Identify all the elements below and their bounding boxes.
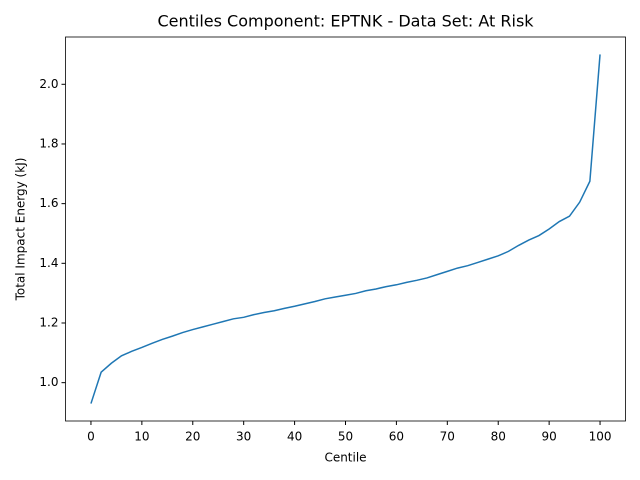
x-tick-label: 0	[87, 430, 95, 444]
x-tick-label: 80	[491, 430, 506, 444]
data-line	[90, 54, 601, 404]
y-tick-label: 2.0	[39, 77, 58, 91]
x-tick-label: 60	[389, 430, 404, 444]
y-tick-label: 1.8	[39, 136, 58, 150]
chart-title: Centiles Component: EPTNK - Data Set: At…	[157, 12, 534, 31]
y-tick-label: 1.6	[39, 196, 58, 210]
y-tick-label: 1.2	[39, 315, 58, 329]
x-tick-label: 50	[338, 430, 353, 444]
x-tick-label: 30	[236, 430, 251, 444]
x-tick-label: 40	[287, 430, 302, 444]
y-tick-label: 1.0	[39, 375, 58, 389]
x-tick-label: 100	[589, 430, 612, 444]
x-tick-label: 90	[541, 430, 556, 444]
y-tick-label: 1.4	[39, 256, 58, 270]
plot-frame	[65, 36, 626, 422]
x-tick-label: 10	[134, 430, 149, 444]
y-axis-label: Total Impact Energy (kJ)	[14, 158, 28, 302]
x-tick-label: 20	[185, 430, 200, 444]
x-tick-label: 70	[440, 430, 455, 444]
x-axis-label: Centile	[324, 451, 366, 465]
